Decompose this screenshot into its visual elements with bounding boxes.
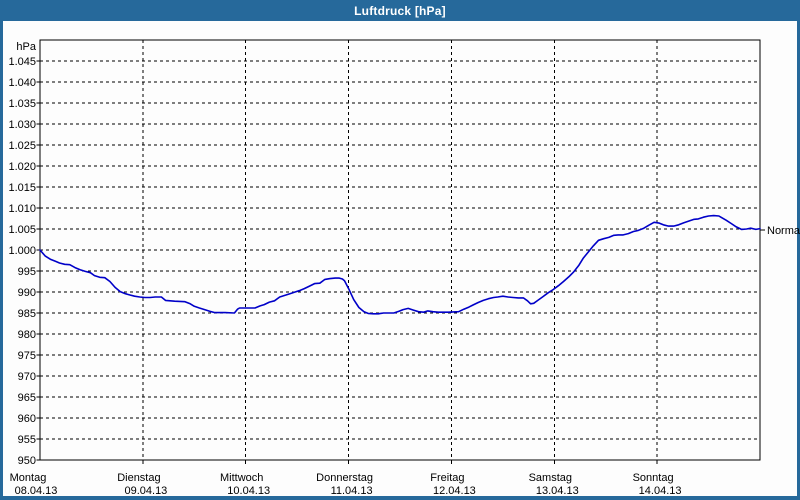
y-tick-label: 1.015 bbox=[8, 182, 36, 194]
y-tick-label: 1.025 bbox=[8, 140, 36, 152]
y-tick-label: 950 bbox=[18, 455, 36, 467]
x-day-name: Montag bbox=[10, 472, 47, 484]
y-tick-label: 965 bbox=[18, 392, 36, 404]
x-day-date: 09.04.13 bbox=[124, 485, 167, 497]
x-day-name: Sonntag bbox=[633, 472, 674, 484]
y-tick-label: 985 bbox=[18, 308, 36, 320]
chart-content-area bbox=[3, 21, 797, 496]
x-day-date: 08.04.13 bbox=[15, 485, 58, 497]
y-tick-label: 980 bbox=[18, 329, 36, 341]
y-tick-label: 990 bbox=[18, 287, 36, 299]
x-day-date: 11.04.13 bbox=[331, 485, 373, 497]
y-tick-label: 975 bbox=[18, 350, 36, 362]
y-tick-label: 960 bbox=[18, 413, 36, 425]
y-tick-label: 955 bbox=[18, 434, 36, 446]
x-day-name: Freitag bbox=[430, 472, 464, 484]
y-tick-label: 1.020 bbox=[8, 161, 36, 173]
x-day-date: 12.04.13 bbox=[433, 485, 476, 497]
y-tick-label: 995 bbox=[18, 266, 36, 278]
window-title: Luftdruck [hPa] bbox=[354, 3, 446, 18]
x-day-name: Mittwoch bbox=[220, 472, 263, 484]
y-tick-label: 1.010 bbox=[8, 203, 36, 215]
y-tick-label: 1.000 bbox=[8, 245, 36, 257]
y-tick-label: 1.040 bbox=[8, 77, 36, 89]
window-titlebar: Luftdruck [hPa] bbox=[0, 0, 800, 21]
x-day-name: Donnerstag bbox=[316, 472, 373, 484]
y-tick-label: 1.045 bbox=[8, 56, 36, 68]
x-day-date: 14.04.13 bbox=[639, 485, 682, 497]
y-tick-label: 1.030 bbox=[8, 119, 36, 131]
normal-label: Normal bbox=[767, 225, 800, 237]
x-day-name: Dienstag bbox=[117, 472, 160, 484]
y-tick-label: 1.035 bbox=[8, 98, 36, 110]
pressure-curve bbox=[39, 214, 761, 315]
x-day-date: 13.04.13 bbox=[536, 485, 579, 497]
y-tick-label: 970 bbox=[18, 371, 36, 383]
x-day-date: 10.04.13 bbox=[227, 485, 270, 497]
x-day-name: Samstag bbox=[529, 472, 572, 484]
y-tick-label: 1.005 bbox=[8, 224, 36, 236]
y-axis-unit-label: hPa bbox=[16, 41, 36, 53]
